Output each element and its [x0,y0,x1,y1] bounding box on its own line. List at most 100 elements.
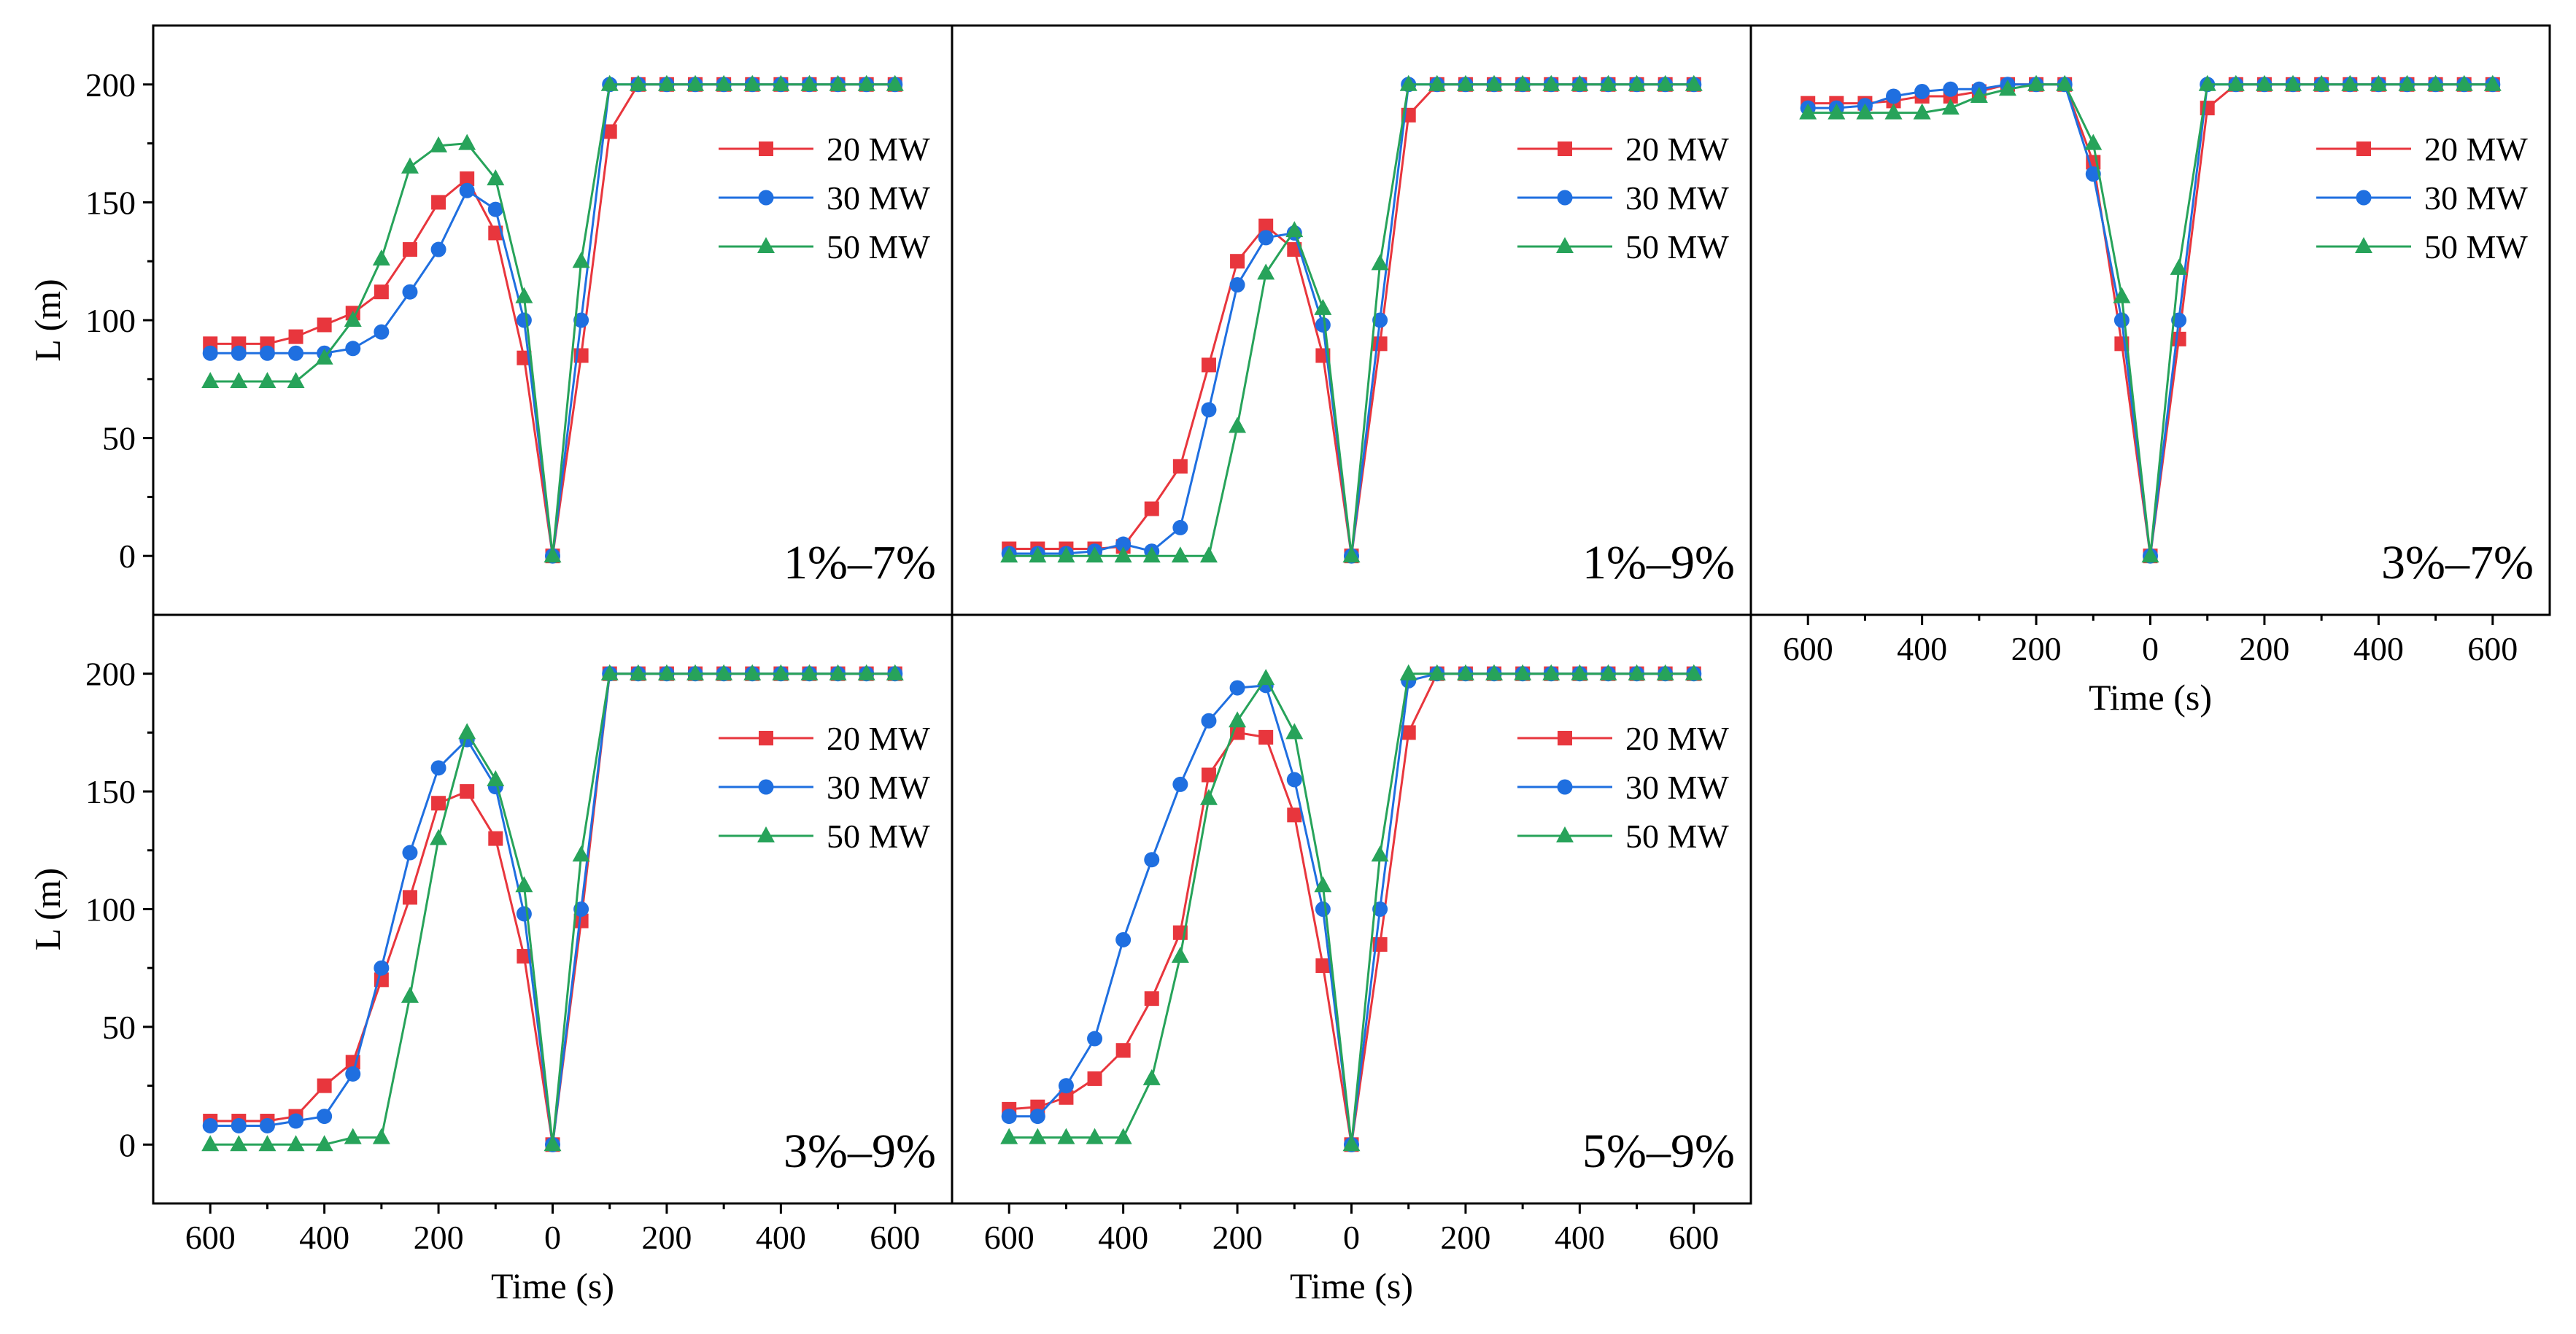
data-point [1314,876,1332,893]
data-point [1257,263,1275,280]
data-point [1230,254,1245,269]
data-point [201,1135,220,1152]
legend-marker [1556,826,1574,842]
data-point [2284,74,2302,91]
legend-label: 20 MW [827,131,930,168]
data-point [1285,723,1304,740]
data-point [1000,546,1018,563]
data-point [515,876,533,893]
panel-label: 5%–9% [1582,1125,1735,1178]
data-point [1172,459,1188,474]
x-tick-label: 600 [1783,630,1833,667]
data-point [401,986,419,1003]
data-point [1258,230,1274,246]
series-50-mw [1799,74,2502,563]
series-20-mw [203,77,902,564]
series-line [1009,672,1694,1145]
data-point [1286,772,1302,788]
legend-marker [2356,141,2371,156]
x-tick-label: 400 [2353,630,2404,667]
data-point [1086,1128,1104,1144]
series-line [210,672,895,1145]
data-point [1057,1128,1075,1144]
data-point [402,284,418,300]
panel-label: 3%–7% [2381,536,2534,589]
data-point [1913,103,1931,120]
data-point [315,348,333,365]
y-axis-title: L (m) [27,868,68,950]
data-point [288,1113,304,1129]
data-point [1884,103,1903,120]
data-point [800,74,819,91]
data-point [458,133,476,150]
data-point [772,664,790,680]
data-point [1287,807,1302,823]
data-point [259,1117,275,1133]
data-point [1201,767,1216,783]
data-point [1058,1078,1074,1094]
panel-4: 0 50 100 150 200 L (m) 600 400 200 0 200 400 600 Time… [27,613,954,1306]
figure-root: 0 50 100 150 200 L (m) 20 MW 30 MW 50 MW 1%–7% 20 … [27,24,2551,1306]
data-point [1001,1109,1017,1125]
data-point [402,242,417,257]
legend-label: 30 MW [1625,179,1729,217]
data-point [1799,103,1817,120]
panel-frame [951,613,1752,1205]
data-point [458,723,476,740]
data-point [230,1135,248,1152]
legend-label: 20 MW [1625,720,1729,757]
data-point [1199,788,1218,805]
data-point [772,74,790,91]
y-tick-label: 50 [102,1009,136,1046]
data-point [544,546,562,563]
data-point [2227,74,2245,91]
y-tick-label: 50 [102,420,136,457]
data-point [517,949,532,964]
legend-label: 20 MW [2424,131,2528,168]
y-tick-label: 0 [119,1126,136,1163]
data-point [743,74,762,91]
data-point [1144,852,1160,868]
data-point [1970,86,1988,103]
x-tick-label: 0 [1343,1219,1360,1256]
legend-marker [759,731,773,745]
x-tick-label: 600 [185,1219,236,1256]
data-point [1000,1128,1018,1144]
data-point [1059,1090,1074,1105]
data-point [1372,901,1388,917]
data-point [374,284,389,300]
legend-item: 20 MW [719,720,930,757]
data-point [202,1117,218,1133]
data-point [600,664,619,680]
data-point [515,287,533,303]
data-point [287,1135,305,1152]
series-line [210,83,895,557]
data-point [1201,357,1216,373]
series-20-mw [1002,77,1701,564]
data-point [1144,991,1159,1007]
legend-item: 50 MW [719,228,930,265]
y-tick-label: 100 [85,302,136,339]
data-point [629,74,647,91]
series-line [1009,672,1694,1145]
series-line [1009,83,1694,557]
data-point [344,311,362,327]
x-tick-label: 200 [1440,1219,1490,1256]
data-point [317,1109,333,1125]
data-point [459,182,475,198]
data-point [1229,416,1247,433]
data-point [1656,664,1674,680]
data-point [1315,901,1331,917]
data-point [430,241,446,257]
x-tick-label: 200 [1212,1219,1263,1256]
legend-marker [1556,237,1574,253]
series-line [1808,83,2493,557]
legend-item: 30 MW [719,179,930,217]
legend: 20 MW 30 MW 50 MW [1517,131,1729,265]
data-point [1115,931,1132,947]
data-point [288,345,304,361]
data-point [460,171,475,187]
data-point [1115,1043,1131,1058]
data-point [886,664,904,680]
data-point [572,252,590,268]
